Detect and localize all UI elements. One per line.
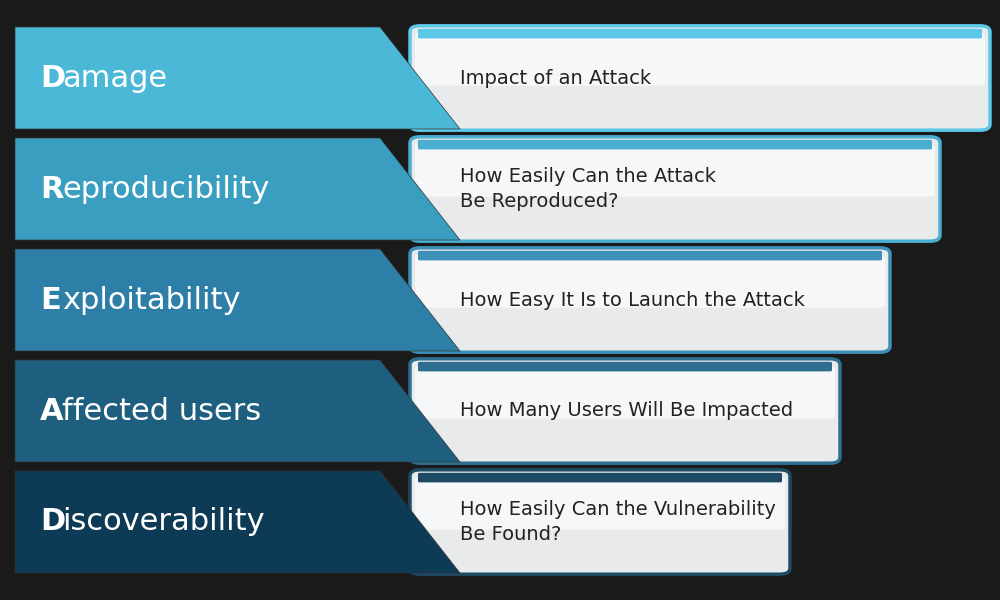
- Text: xploitability: xploitability: [62, 286, 240, 314]
- Text: E: E: [40, 286, 61, 314]
- Polygon shape: [15, 249, 460, 351]
- Text: How Easy It Is to Launch the Attack: How Easy It Is to Launch the Attack: [460, 290, 805, 310]
- Polygon shape: [15, 360, 460, 462]
- Text: R: R: [40, 175, 64, 203]
- Polygon shape: [15, 27, 460, 129]
- FancyBboxPatch shape: [415, 145, 935, 197]
- FancyBboxPatch shape: [410, 137, 940, 241]
- Text: How Easily Can the Attack
Be Reproduced?: How Easily Can the Attack Be Reproduced?: [460, 167, 716, 211]
- Text: ffected users: ffected users: [62, 397, 261, 425]
- FancyBboxPatch shape: [410, 359, 840, 463]
- Text: D: D: [40, 508, 65, 536]
- FancyBboxPatch shape: [418, 251, 882, 260]
- FancyBboxPatch shape: [410, 26, 990, 130]
- Text: How Many Users Will Be Impacted: How Many Users Will Be Impacted: [460, 401, 793, 421]
- FancyBboxPatch shape: [410, 248, 890, 352]
- FancyBboxPatch shape: [415, 367, 835, 419]
- FancyBboxPatch shape: [415, 478, 785, 530]
- Text: eproducibility: eproducibility: [62, 175, 269, 203]
- Polygon shape: [15, 471, 460, 573]
- FancyBboxPatch shape: [418, 362, 832, 371]
- FancyBboxPatch shape: [415, 256, 885, 308]
- FancyBboxPatch shape: [418, 29, 982, 38]
- FancyBboxPatch shape: [418, 473, 782, 482]
- Text: A: A: [40, 397, 64, 425]
- Text: D: D: [40, 64, 65, 92]
- FancyBboxPatch shape: [410, 470, 790, 574]
- Text: Impact of an Attack: Impact of an Attack: [460, 68, 651, 88]
- FancyBboxPatch shape: [418, 140, 932, 149]
- FancyBboxPatch shape: [415, 34, 985, 86]
- Polygon shape: [15, 138, 460, 240]
- Text: amage: amage: [62, 64, 167, 92]
- Text: iscoverability: iscoverability: [62, 508, 265, 536]
- Text: How Easily Can the Vulnerability
Be Found?: How Easily Can the Vulnerability Be Foun…: [460, 500, 776, 544]
